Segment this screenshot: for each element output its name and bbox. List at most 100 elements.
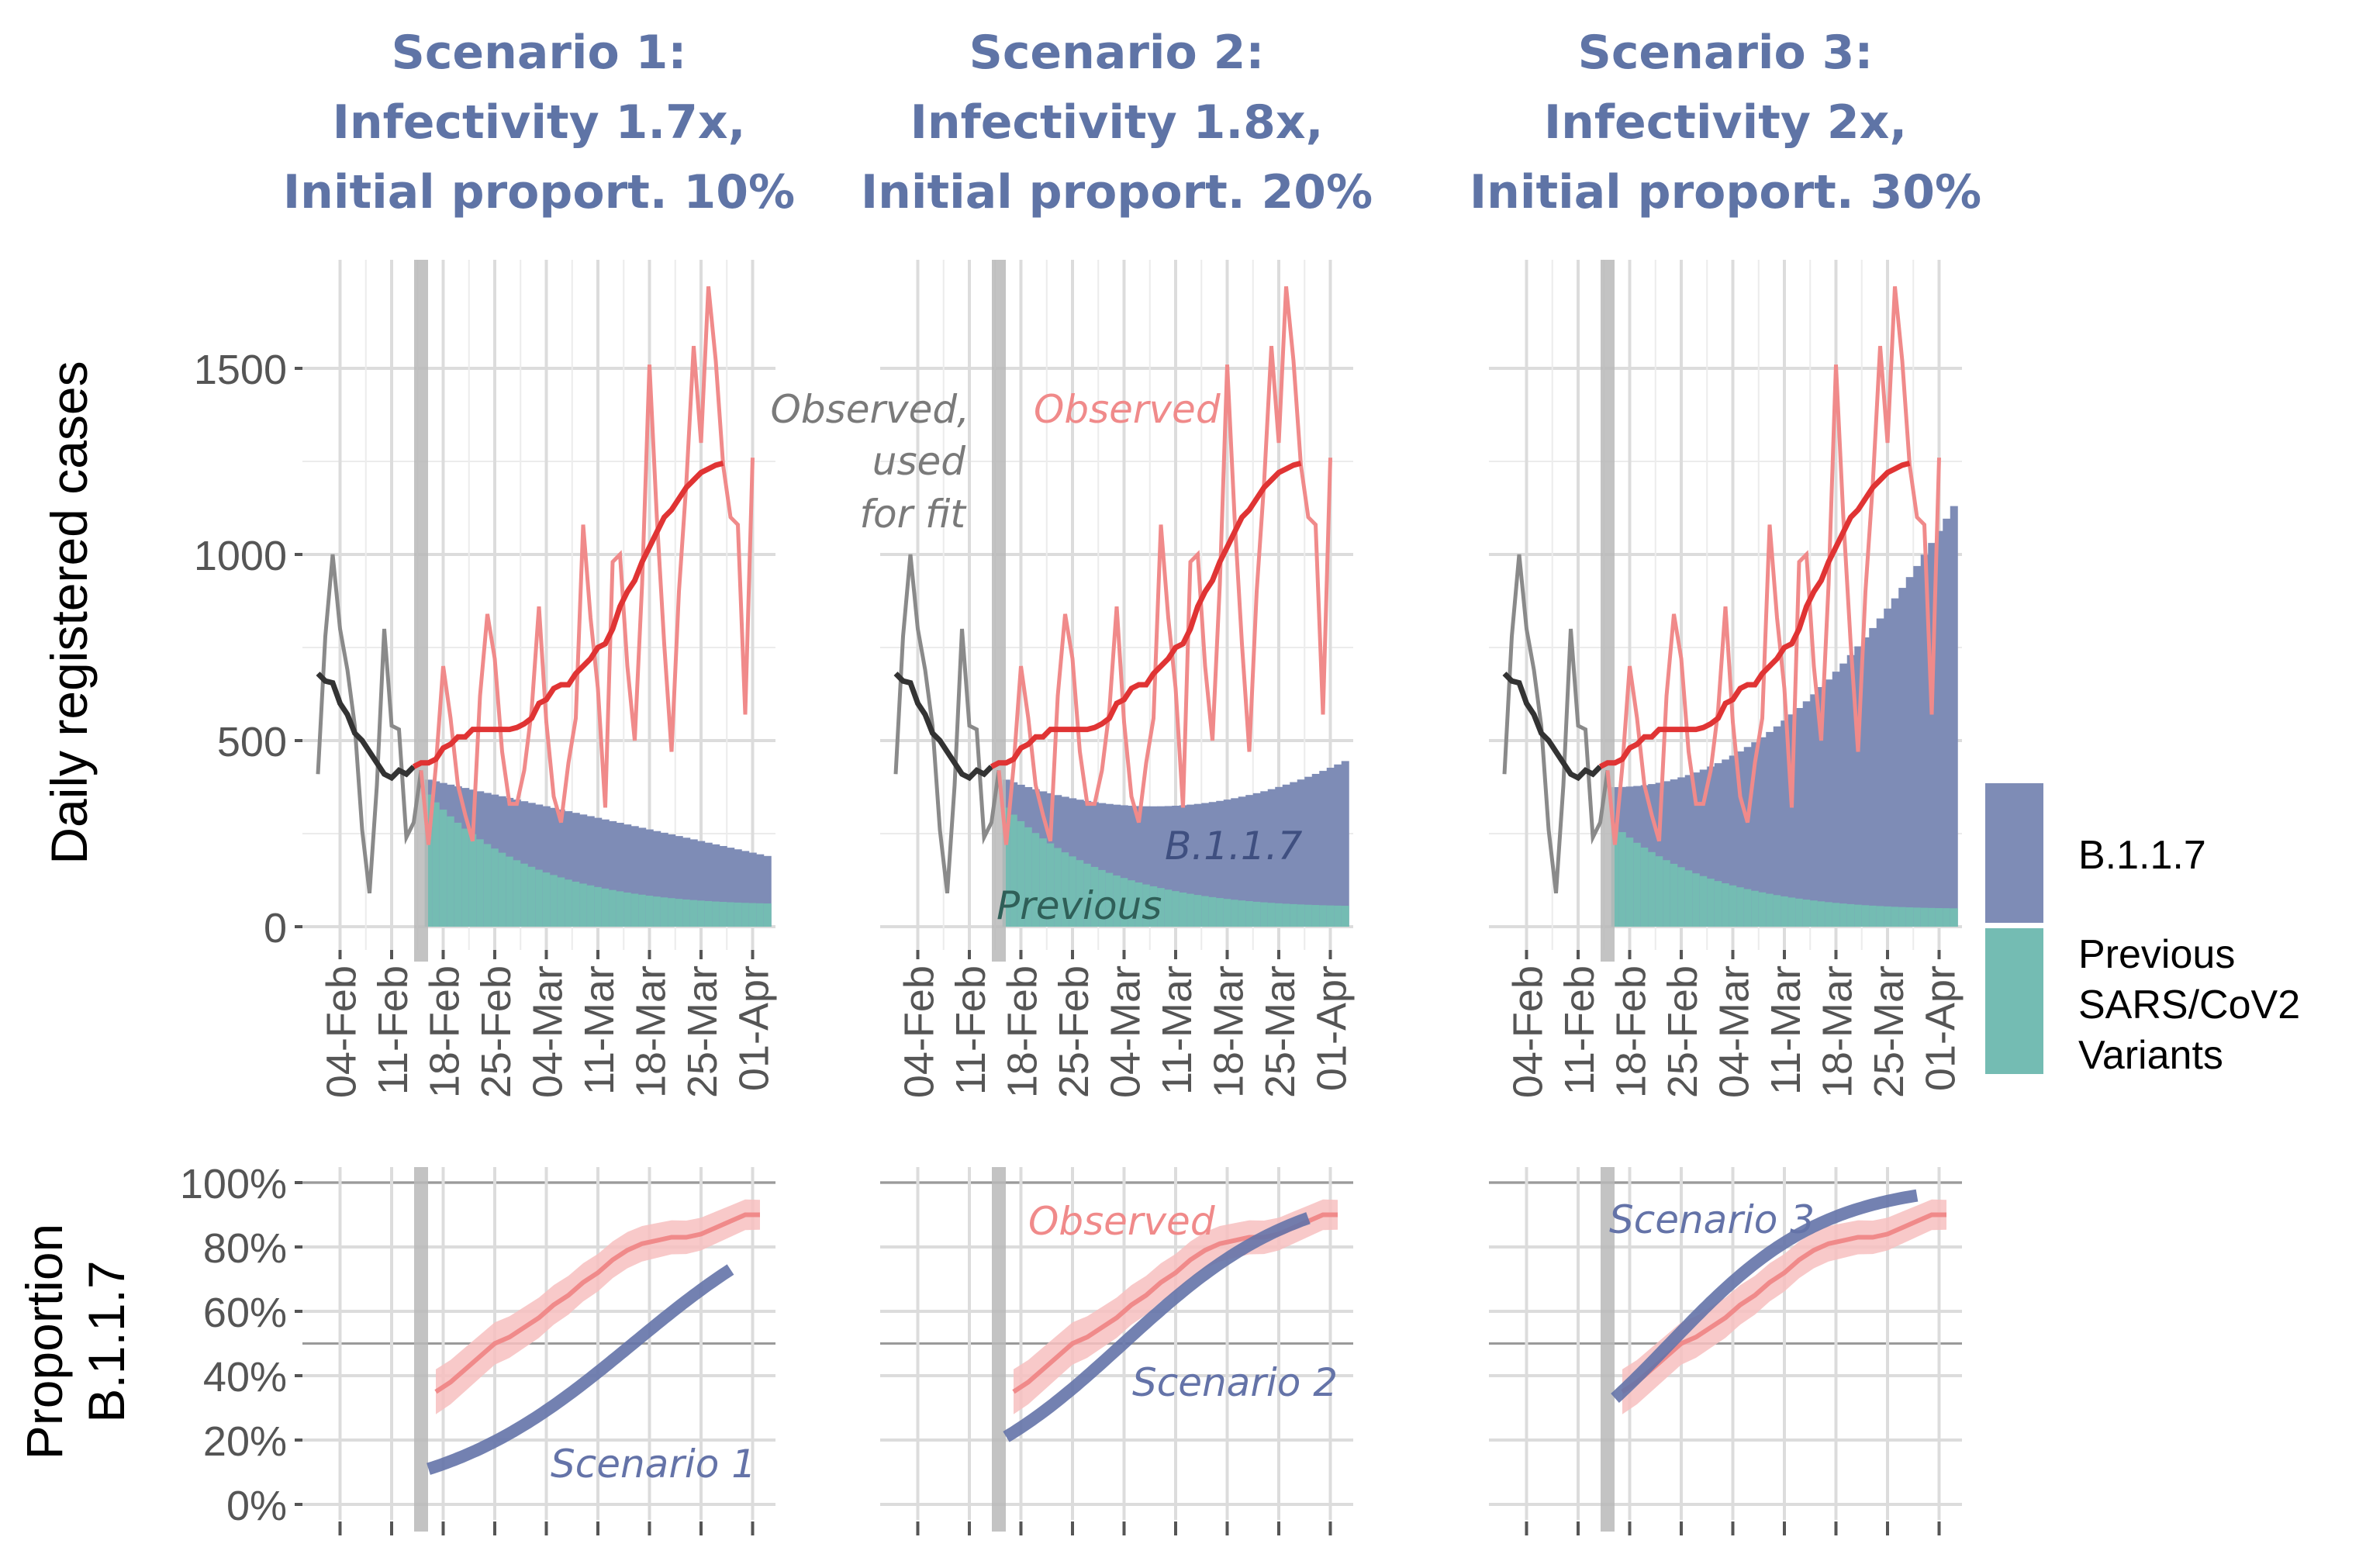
b117-bar (1707, 766, 1715, 927)
previous-bar (1304, 904, 1313, 927)
b117-bar (1832, 672, 1840, 927)
b117-bar (675, 836, 683, 927)
observed-proportion-line (434, 1212, 760, 1394)
previous-bar (1869, 905, 1877, 927)
previous-bar (1743, 889, 1752, 927)
previous-bar (719, 902, 727, 927)
y-axis-label-top: Daily registered cases (40, 361, 98, 864)
previous-bar (712, 901, 720, 927)
x-tick-label: 18-Mar (1815, 965, 1861, 1098)
previous-bar (1031, 833, 1040, 927)
b117-bar (579, 814, 588, 927)
b117-bar (1245, 795, 1254, 927)
previous-bar (1252, 901, 1261, 927)
previous-bar (1648, 851, 1656, 927)
previous-bar (1061, 852, 1069, 927)
b117-bar (719, 845, 727, 927)
previous-bar (1684, 870, 1693, 927)
b117-bar (1135, 806, 1143, 927)
previous-bar (468, 834, 477, 927)
fit-cutoff-line (414, 260, 428, 962)
b117-bar (586, 816, 595, 927)
previous-bar (734, 902, 742, 927)
panel-title-line1: Scenario 1: (392, 26, 687, 80)
y-tick-label: 500 (217, 719, 287, 765)
previous-bar (1275, 903, 1283, 927)
b117-bar (1928, 543, 1936, 927)
legend-label-previous-3: Variants (2078, 1033, 2223, 1078)
b117-bar (609, 820, 617, 927)
previous-bar (1105, 872, 1114, 927)
previous-bar (1633, 842, 1642, 927)
b117-bar (1142, 806, 1151, 927)
previous-bar (1876, 906, 1884, 927)
observed-proportion-ci (436, 1199, 760, 1414)
previous-bar (1010, 814, 1018, 927)
observed-daily-line (419, 286, 755, 845)
legend-label-previous-2: SARS/CoV2 (2078, 983, 2300, 1027)
scenario-proportion-curve (427, 1264, 734, 1475)
previous-bar (513, 860, 521, 927)
fit-daily-line (1502, 554, 1610, 894)
b117-bar (1743, 747, 1752, 927)
b117-bar (1861, 637, 1870, 927)
b117-bar (557, 809, 565, 927)
fit-cutoff-line (414, 1167, 428, 1532)
b117-bar (623, 824, 632, 927)
previous-bar (1282, 903, 1290, 927)
previous-bar (1817, 901, 1825, 927)
previous-bar (756, 903, 765, 927)
previous-bar (1736, 887, 1745, 927)
b117-bar (1098, 803, 1107, 927)
previous-bar (1193, 895, 1202, 927)
x-tick-label: 11-Feb (370, 965, 416, 1095)
previous-bar (1943, 908, 1951, 927)
previous-bar (1640, 847, 1649, 927)
x-tick-label: 04-Feb (896, 965, 943, 1098)
previous-bar (645, 896, 654, 927)
b117-bar (668, 834, 676, 927)
x-tick-label: 18-Feb (422, 965, 468, 1098)
x-tick-label: 25-Feb (1660, 965, 1706, 1098)
previous-bar (741, 903, 750, 927)
y-tick-label: 0% (226, 1483, 287, 1529)
b117-bar (1120, 805, 1128, 927)
previous-bar (424, 794, 433, 927)
b117-bar (704, 842, 713, 927)
panel-title-line2: Infectivity 2x, (1544, 95, 1907, 150)
previous-bar (439, 810, 447, 927)
proportion-plot: Scenario 3 (1489, 1167, 1962, 1535)
previous-bar (704, 900, 713, 927)
x-tick-label: 25-Feb (1051, 965, 1097, 1098)
previous-bar (1179, 892, 1187, 927)
previous-bar (542, 872, 551, 927)
b117-bar (1297, 779, 1305, 927)
previous-bar (1751, 890, 1760, 927)
previous-bar (623, 892, 632, 927)
previous-bar (476, 839, 485, 927)
b117-bar (1290, 782, 1298, 927)
b117-bar (1311, 773, 1320, 927)
previous-bar (1773, 895, 1781, 927)
b117-bar (1692, 772, 1701, 927)
previous-bar (1766, 893, 1774, 927)
previous-bar (1781, 896, 1789, 927)
previous-bar (1905, 907, 1914, 927)
b117-bar (1684, 775, 1693, 927)
cases-plot: 04-Feb 11-Feb 18-Feb 25-Feb 04-Mar 11-Mar 18-M… (880, 260, 1356, 1098)
previous-bar (1913, 907, 1922, 927)
scenario-label: Scenario 3 (1609, 1197, 1815, 1242)
b117-bar (1090, 802, 1099, 927)
b117-bar (1128, 806, 1136, 927)
fit-cutoff-line (1601, 260, 1615, 962)
previous-bar (1802, 900, 1811, 927)
b117-bar (1795, 708, 1804, 927)
previous-bar (1017, 820, 1025, 927)
annotation-observed-fit-2: used (872, 439, 966, 484)
previous-bar (1245, 901, 1254, 927)
b117-bar (601, 819, 610, 927)
b117-bar (660, 832, 668, 927)
previous-bar (727, 902, 735, 927)
previous-bar (1231, 900, 1239, 927)
